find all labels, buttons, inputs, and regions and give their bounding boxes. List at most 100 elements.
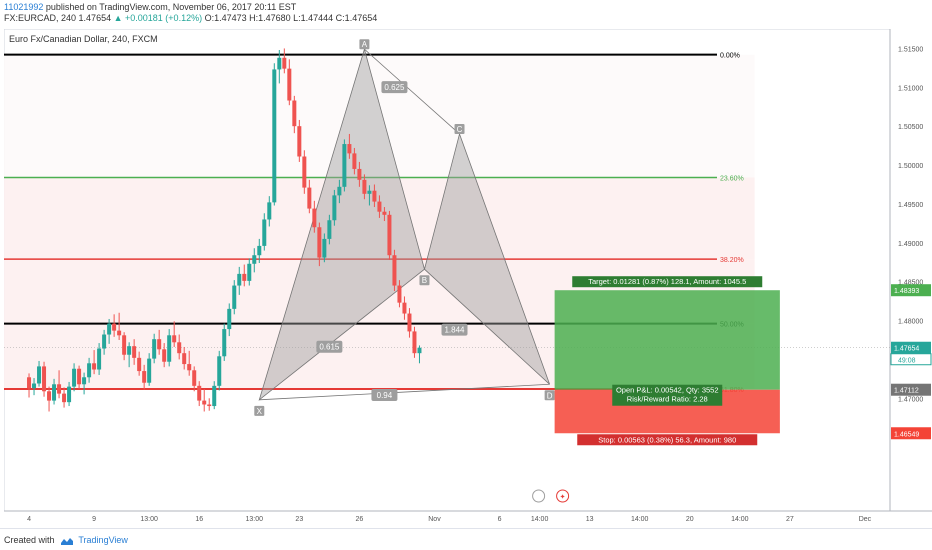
tradingview-logo-icon bbox=[61, 537, 74, 545]
created-with-text: Created with bbox=[4, 535, 55, 545]
price-axis-tag-label: 1.47112 bbox=[894, 388, 919, 395]
candle-body bbox=[102, 334, 107, 349]
pattern-point-label: X bbox=[257, 407, 263, 416]
chart-title: Euro Fx/Canadian Dollar, 240, FXCM bbox=[9, 34, 158, 44]
candle-body bbox=[237, 273, 242, 286]
fib-zone bbox=[4, 54, 755, 178]
publish-line: 11021992 published on TradingView.com, N… bbox=[4, 2, 928, 13]
candle-body bbox=[322, 238, 327, 258]
time-tick-label: 16 bbox=[195, 516, 203, 523]
risk-reward-label: Risk/Reward Ratio: 2.28 bbox=[627, 395, 708, 404]
candle-body bbox=[352, 153, 357, 169]
last-price: 1.47654 bbox=[78, 13, 112, 23]
symbol-label: FX:EURCAD, 240 bbox=[4, 13, 77, 23]
canada-flag-glyph: ✦ bbox=[560, 493, 566, 501]
price-tick-label: 1.49500 bbox=[898, 202, 923, 209]
fib-level-label: 0.00% bbox=[720, 53, 740, 60]
candle-body bbox=[392, 255, 397, 286]
pattern-point-badge bbox=[359, 39, 370, 50]
author-link[interactable]: 11021992 bbox=[4, 2, 44, 12]
candle-body bbox=[212, 385, 217, 407]
pattern-point-label: D bbox=[547, 391, 553, 400]
candle-body bbox=[367, 190, 372, 194]
pattern-ac-line bbox=[364, 48, 460, 135]
time-tick-label: 13 bbox=[586, 516, 594, 523]
tradingview-link[interactable]: TradingView bbox=[78, 535, 128, 545]
candle-body bbox=[82, 377, 87, 385]
candle-body bbox=[92, 363, 97, 370]
candle-body bbox=[197, 385, 202, 401]
target-label-box bbox=[572, 276, 763, 288]
pattern-ratio-badge bbox=[441, 323, 468, 336]
price-tick-label: 1.47000 bbox=[898, 396, 923, 403]
candle-body bbox=[397, 285, 402, 303]
candle-body bbox=[247, 263, 252, 281]
position-profit-zone bbox=[554, 290, 780, 390]
pattern-ratio-label: 0.94 bbox=[377, 391, 393, 400]
economic-event-icon bbox=[532, 489, 546, 503]
countdown-label: 49:08 bbox=[898, 358, 916, 365]
time-tick-label: 6 bbox=[498, 516, 502, 523]
candle-body bbox=[187, 364, 192, 371]
candle-body bbox=[122, 335, 127, 355]
candle-body bbox=[272, 69, 277, 203]
candle-body bbox=[402, 302, 407, 314]
pattern-point-badge bbox=[254, 405, 265, 416]
time-tick-label: 23 bbox=[295, 516, 303, 523]
candle-body bbox=[47, 391, 52, 401]
candle-body bbox=[287, 68, 292, 101]
time-tick-label: 14:00 bbox=[731, 516, 749, 523]
candle-body bbox=[372, 190, 377, 202]
price-tick-label: 1.48000 bbox=[898, 319, 923, 326]
stop-label-box bbox=[577, 434, 758, 446]
pattern-ratio-label: 0.625 bbox=[384, 83, 405, 92]
price-tick-label: 1.50500 bbox=[898, 124, 923, 131]
canada-flag-icon bbox=[556, 489, 570, 503]
pattern-ratio-label: 0.615 bbox=[319, 343, 340, 352]
candle-body bbox=[37, 366, 42, 384]
stop-label: Stop: 0.00563 (0.38%) 56.3, Amount: 980 bbox=[598, 435, 736, 444]
candle-body bbox=[412, 331, 417, 354]
price-axis-tag-label: 1.47654 bbox=[894, 346, 919, 353]
price-tick-label: 1.49000 bbox=[898, 241, 923, 248]
candle-body bbox=[167, 335, 172, 362]
candle-body bbox=[337, 186, 342, 196]
fib-zone bbox=[4, 177, 755, 260]
candle-body bbox=[317, 227, 322, 258]
candle-body bbox=[417, 347, 422, 354]
candle-body bbox=[362, 179, 367, 194]
pnl-label-box bbox=[612, 384, 723, 406]
price-axis-tag bbox=[891, 284, 931, 297]
time-tick-label: 27 bbox=[786, 516, 794, 523]
candle-body bbox=[297, 126, 302, 157]
candle-body bbox=[202, 400, 207, 405]
price-tick-label: 1.51000 bbox=[898, 85, 923, 92]
candle-body bbox=[147, 358, 152, 383]
price-tick-label: 1.51500 bbox=[898, 46, 923, 53]
price-axis-tag-label: 1.48393 bbox=[894, 288, 919, 295]
candle-body bbox=[72, 368, 77, 387]
candle-body bbox=[132, 346, 137, 358]
candle-body bbox=[252, 255, 257, 264]
candle-body bbox=[262, 219, 267, 246]
candle-body bbox=[42, 366, 47, 392]
candle-body bbox=[177, 342, 182, 354]
time-tick-label: 14:00 bbox=[531, 516, 549, 523]
price-axis-tag bbox=[891, 383, 931, 396]
pattern-xab bbox=[258, 47, 425, 401]
candle-body bbox=[52, 384, 57, 401]
candle-body bbox=[307, 187, 312, 209]
ohlc-values: O:1.47473 H:1.47680 L:1.47444 C:1.47654 bbox=[202, 13, 378, 23]
pattern-point-badge bbox=[454, 123, 465, 134]
time-tick-label: 20 bbox=[686, 516, 694, 523]
candle-body bbox=[142, 371, 147, 383]
candle-body bbox=[227, 308, 232, 330]
candle-body bbox=[312, 208, 317, 228]
time-tick-label: Dec bbox=[859, 516, 872, 523]
pattern-bcd bbox=[424, 132, 550, 385]
candle-body bbox=[232, 285, 237, 309]
chart-area[interactable]: 0.00%23.60%38.20%50.00%61.80%XABCD0.6250… bbox=[3, 28, 932, 524]
price-chart[interactable]: 0.00%23.60%38.20%50.00%61.80%XABCD0.6250… bbox=[3, 28, 932, 524]
candle-body bbox=[277, 57, 282, 70]
pattern-point-badge bbox=[419, 275, 430, 286]
